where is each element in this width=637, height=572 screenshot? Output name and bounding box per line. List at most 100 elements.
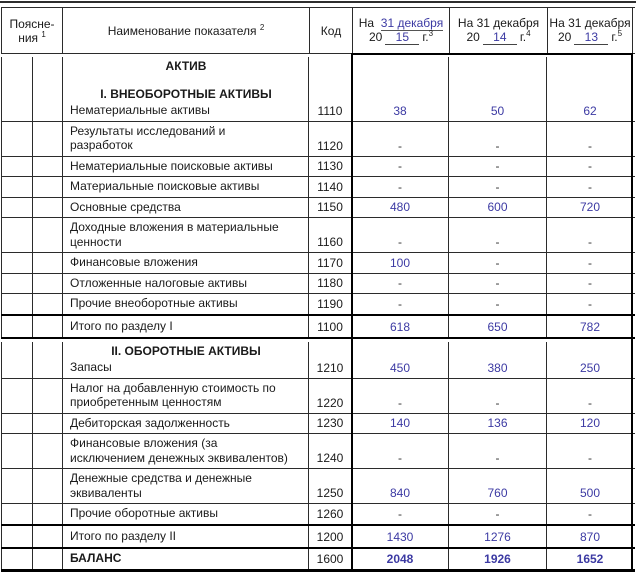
explanation-cell <box>1 504 62 524</box>
row-label: Прочие внеоборотные активы <box>70 296 238 310</box>
row-value: 1926 <box>449 548 547 569</box>
row-code: 1210 <box>309 341 352 378</box>
table-header: Поясне- ния 1 Наименование показателя 2 … <box>1 7 635 54</box>
table-row: БАЛАНС 1600 2048 1926 1652 <box>1 548 635 572</box>
row-value: - <box>352 504 449 524</box>
row-label: Запасы <box>70 360 112 374</box>
explanation-cell <box>1 294 62 314</box>
header-explanations-line2: ния 1 <box>18 29 46 45</box>
section-title: I. ВНЕОБОРОТНЫЕ АКТИВЫ <box>100 86 272 101</box>
explanation-cell <box>1 548 62 569</box>
explanation-cell <box>1 315 62 337</box>
row-value: - <box>352 378 449 413</box>
explanation-cell <box>1 57 62 121</box>
explanation-box <box>1 156 33 176</box>
explanation-box <box>1 121 33 156</box>
row-value: 100 <box>352 253 449 273</box>
year-field: 14 <box>482 30 517 45</box>
footnote-ref-3: 3 <box>428 29 434 38</box>
indicator-cell: АКТИВ I. ВНЕОБОРОТНЫЕ АКТИВЫ Нематериальн… <box>62 57 309 121</box>
top-rule <box>0 1 636 3</box>
row-value: 720 <box>579 200 601 214</box>
explanation-cell <box>1 197 62 217</box>
row-value: 1276 <box>449 525 547 547</box>
section-lines: II. ОБОРОТНЫЕ АКТИВЫ <box>70 344 302 359</box>
row-value: 600 <box>449 197 547 217</box>
row-value: 250 <box>579 360 601 375</box>
table-row: Финансовые вложения (за исключением дене… <box>1 434 635 469</box>
explanation-cell <box>1 218 62 252</box>
row-value: 136 <box>449 413 547 433</box>
indicator-cell: Итого по разделу II <box>62 525 309 547</box>
table-rows: АКТИВ I. ВНЕОБОРОТНЫЕ АКТИВЫ Нематериальн… <box>1 54 635 572</box>
row-code: 1250 <box>309 469 352 503</box>
row-label: Результаты исследований и разработок <box>70 123 226 153</box>
explanation-box <box>1 273 33 293</box>
row-value: - <box>352 434 449 468</box>
row-code: 1150 <box>309 197 352 217</box>
row-code: 1600 <box>309 548 352 569</box>
table-row: Нематериальные поисковые активы 1130 - -… <box>1 156 635 177</box>
row-value: 480 <box>352 197 449 217</box>
explanation-box <box>1 341 33 378</box>
row-label: БАЛАНС <box>70 551 122 565</box>
row-code: 1120 <box>309 121 352 156</box>
row-value: - <box>352 273 449 293</box>
explanation-cell <box>1 469 62 503</box>
explanation-box <box>1 57 33 121</box>
row-value: - <box>352 218 449 252</box>
explanation-box <box>1 469 33 503</box>
row-value: - <box>449 177 547 197</box>
row-value: - <box>588 159 592 173</box>
row-value: 1430 <box>352 525 449 547</box>
row-value: 870 <box>579 529 601 544</box>
explanation-box <box>1 218 33 252</box>
date-label: 31 декабря <box>380 16 444 31</box>
explanation-cell <box>1 413 62 433</box>
row-value: 38 <box>352 57 449 121</box>
row-code: 1110 <box>309 57 352 121</box>
year-field: 15 <box>385 30 420 45</box>
explanation-box <box>1 253 33 273</box>
table-row: Итого по разделу I 1100 618 650 782 <box>1 315 635 339</box>
row-label: Прочие оборотные активы <box>70 506 218 520</box>
row-value: - <box>588 276 592 290</box>
row-value: 62 <box>583 103 597 118</box>
section-lines: АКТИВ I. ВНЕОБОРОТНЫЕ АКТИВЫ <box>70 59 302 101</box>
table-row: Налог на добавленную стоимость по приобр… <box>1 378 635 414</box>
indicator-cell: Финансовые вложения (за исключением дене… <box>62 434 309 468</box>
footnote-ref-2: 2 <box>259 22 265 32</box>
row-value: - <box>449 294 547 314</box>
indicator-cell: Нематериальные поисковые активы <box>62 156 309 176</box>
table-row: Финансовые вложения 1170 100 - - <box>1 253 635 274</box>
row-code: 1130 <box>309 156 352 176</box>
row-value: - <box>449 378 547 413</box>
row-label: Итого по разделу II <box>70 529 177 543</box>
indicator-cell: Дебиторская задолженность <box>62 413 309 433</box>
header-explanations-line1: Поясне- <box>9 16 55 31</box>
section-gap <box>70 74 302 87</box>
indicator-cell: Финансовые вложения <box>62 253 309 273</box>
explanation-cell <box>1 525 62 547</box>
row-value: - <box>449 156 547 176</box>
footnote-ref-1: 1 <box>41 29 46 39</box>
explanation-cell <box>1 434 62 468</box>
row-value: 380 <box>449 341 547 378</box>
row-value: 120 <box>579 416 601 430</box>
row-code: 1260 <box>309 504 352 524</box>
row-label: Основные средства <box>70 199 181 214</box>
header-date-2013: На 31 декабря 20 13 г.5 <box>547 8 633 53</box>
row-value: 840 <box>352 469 449 503</box>
indicator-cell: БАЛАНС <box>62 548 309 569</box>
row-value: - <box>588 179 592 194</box>
table-row: Итого по разделу II 1200 1430 1276 870 <box>1 525 635 549</box>
row-value: - <box>352 177 449 197</box>
row-value: 760 <box>449 469 547 503</box>
row-code: 1170 <box>309 253 352 273</box>
indicator-cell: Результаты исследований и разработок <box>62 121 309 156</box>
explanation-box <box>1 434 33 468</box>
row-code: 1140 <box>309 177 352 197</box>
explanation-box <box>1 548 33 569</box>
row-value: - <box>588 395 592 410</box>
